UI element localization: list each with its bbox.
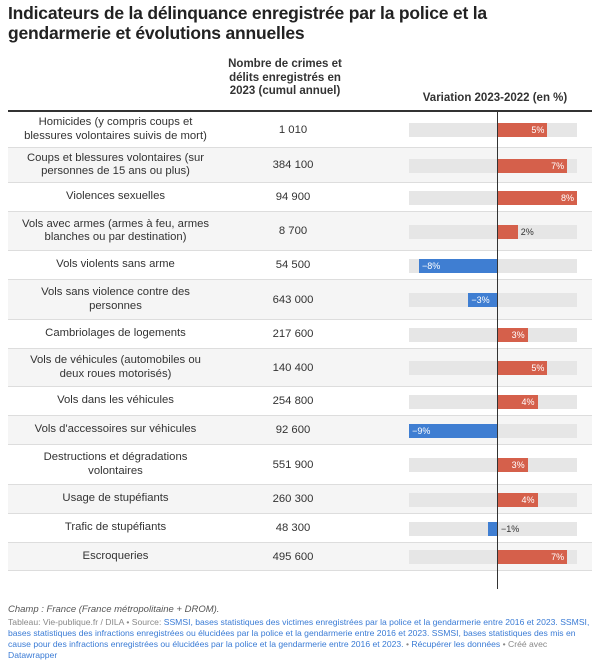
zero-axis-line: [497, 112, 498, 589]
variation-bar: [498, 361, 548, 375]
table-row: Cambriolages de logements 217 600 3%: [8, 320, 592, 349]
variation-bar: [498, 159, 568, 173]
variation-bar: [498, 328, 528, 342]
variation-bar: [498, 225, 518, 239]
row-count: 254 800: [272, 395, 314, 407]
variation-value-label: 4%: [521, 495, 535, 505]
get-data-link[interactable]: Récupérer les données: [411, 639, 501, 649]
variation-value-label: −3%: [471, 295, 490, 305]
source-link[interactable]: SSMSI, bases statistiques des victimes e…: [8, 617, 590, 649]
table-row: Coups et blessures volontaires (sur pers…: [8, 148, 592, 183]
table-row: Violences sexuelles 94 900 8%: [8, 183, 592, 212]
variation-track: 4%: [409, 395, 577, 409]
row-label: Vols dans les véhicules: [57, 394, 174, 407]
variation-track: −8%: [409, 259, 577, 273]
table-row: Homicides (y compris coups et blessures …: [8, 112, 592, 148]
table-row: Destructions et dégradations volontaires…: [8, 445, 592, 485]
variation-track: −9%: [409, 424, 577, 438]
table-row: Trafic de stupéfiants 48 300 −1%: [8, 514, 592, 543]
variation-bar: [498, 191, 577, 205]
variation-bar: [419, 259, 498, 273]
table-body: Homicides (y compris coups et blessures …: [8, 112, 592, 571]
table-row: Vols d'accessoires sur véhicules 92 600 −9…: [8, 416, 592, 445]
variation-value-label: 3%: [511, 330, 525, 340]
row-label: Trafic de stupéfiants: [64, 521, 167, 534]
variation-track: 5%: [409, 123, 577, 137]
variation-bar: [498, 493, 538, 507]
table-row: Escroqueries 495 600 7%: [8, 543, 592, 571]
variation-track: 7%: [409, 550, 577, 564]
variation-value-label: 5%: [531, 125, 545, 135]
variation-bar: [498, 123, 548, 137]
variation-bar: [488, 522, 498, 536]
column-header-count[interactable]: Nombre de crimes et délits enregistrés e…: [228, 58, 342, 97]
variation-track: 5%: [409, 361, 577, 375]
table-row: Vols dans les véhicules 254 800 4%: [8, 387, 592, 416]
variation-value-label: 3%: [511, 460, 525, 470]
row-label: Escroqueries: [82, 549, 149, 562]
footnote-scope: Champ : France (France métropolitaine + …: [8, 604, 220, 615]
variation-value-label: −8%: [422, 261, 441, 271]
table-row: Vols de véhicules (automobiles ou deux r…: [8, 349, 592, 387]
variation-bar: [498, 550, 568, 564]
row-label: Vols violents sans arme: [56, 258, 175, 271]
row-count: 551 900: [272, 458, 314, 471]
row-label: Cambriolages de logements: [45, 327, 186, 340]
separator: •: [403, 639, 412, 649]
variation-track: 2%: [409, 225, 577, 239]
table-row: Usage de stupéfiants 260 300 4%: [8, 485, 592, 514]
chart-title: Indicateurs de la délinquance enregistré…: [8, 3, 487, 43]
variation-value-label: 8%: [560, 193, 574, 203]
row-count: 8 700: [278, 225, 308, 237]
row-label: Homicides (y compris coups et blessures …: [24, 116, 207, 142]
row-count: 1 010: [278, 123, 308, 136]
variation-track: −3%: [409, 293, 577, 307]
variation-track: −1%: [409, 522, 577, 536]
row-count: 92 600: [275, 424, 311, 436]
variation-track: 3%: [409, 328, 577, 342]
row-label: Vols d'accessoires sur véhicules: [34, 423, 197, 436]
column-header-variation[interactable]: Variation 2023-2022 (en %): [422, 92, 568, 104]
row-count: 495 600: [272, 550, 314, 563]
variation-bar: [468, 293, 498, 307]
table-row: Vols sans violence contre des personnes 6…: [8, 280, 592, 320]
variation-track: 8%: [409, 191, 577, 205]
row-count: 217 600: [272, 328, 314, 340]
variation-value-label: 2%: [520, 227, 534, 237]
row-label: Coups et blessures volontaires (sur pers…: [26, 151, 205, 178]
variation-bar: [409, 424, 498, 438]
variation-value-label: −1%: [501, 524, 520, 534]
row-count: 94 900: [275, 191, 311, 203]
created-with-text: • Créé avec: [500, 639, 548, 649]
row-label: Vols avec armes (armes à feu, armes blan…: [21, 217, 210, 244]
row-count: 54 500: [275, 259, 311, 271]
variation-bar: [498, 458, 528, 472]
variation-value-label: 4%: [521, 397, 535, 407]
row-label: Usage de stupéfiants: [62, 492, 169, 505]
row-label: Vols de véhicules (automobiles ou deux r…: [30, 354, 201, 380]
variation-value-label: 5%: [531, 363, 545, 373]
header-divider: [8, 110, 592, 112]
variation-track: 7%: [409, 159, 577, 173]
variation-bar: [498, 395, 538, 409]
datawrapper-link[interactable]: Datawrapper: [8, 650, 58, 660]
variation-track: 3%: [409, 458, 577, 472]
variation-value-label: 7%: [551, 161, 565, 171]
row-count: 140 400: [272, 361, 314, 374]
row-label: Vols sans violence contre des personnes: [41, 286, 190, 312]
row-count: 260 300: [272, 493, 314, 505]
row-count: 643 000: [272, 293, 314, 306]
source-prefix: Tableau: Vie-publique.fr / DILA • Source…: [8, 617, 164, 627]
row-label: Violences sexuelles: [65, 190, 165, 203]
variation-value-label: 7%: [551, 552, 565, 562]
row-label: Destructions et dégradations volontaires: [43, 451, 188, 477]
table-row: Vols violents sans arme 54 500 −8%: [8, 251, 592, 280]
row-count: 48 300: [275, 522, 311, 534]
table-row: Vols avec armes (armes à feu, armes blan…: [8, 212, 592, 251]
footer-source: Tableau: Vie-publique.fr / DILA • Source…: [8, 617, 593, 661]
variation-value-label: −9%: [412, 426, 431, 436]
variation-track: 4%: [409, 493, 577, 507]
row-count: 384 100: [272, 159, 314, 171]
